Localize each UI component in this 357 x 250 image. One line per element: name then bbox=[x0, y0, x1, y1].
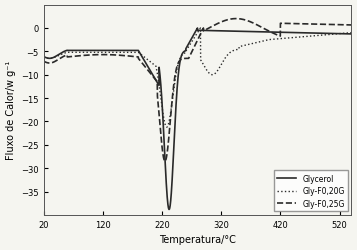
Gly-F0,25G bbox=[160, 142, 164, 145]
Glycerol bbox=[167, 208, 171, 211]
Gly-F0,25G bbox=[173, 74, 177, 78]
Gly-F0,20G bbox=[349, 32, 353, 35]
X-axis label: Temperatura/°C: Temperatura/°C bbox=[159, 234, 236, 244]
Line: Gly-F0,25G: Gly-F0,25G bbox=[44, 20, 351, 162]
Gly-F0,25G bbox=[234, 18, 238, 21]
Gly-F0,20G bbox=[343, 32, 348, 35]
Glycerol bbox=[173, 121, 177, 124]
Gly-F0,25G bbox=[163, 160, 167, 163]
Gly-F0,25G bbox=[343, 24, 348, 27]
Gly-F0,20G bbox=[310, 35, 315, 38]
Line: Gly-F0,20G: Gly-F0,20G bbox=[44, 29, 351, 128]
Glycerol bbox=[349, 33, 353, 36]
Glycerol bbox=[95, 50, 99, 53]
Glycerol bbox=[76, 50, 81, 53]
Gly-F0,20G bbox=[76, 52, 81, 54]
Y-axis label: Fluxo de Calor/w g⁻¹: Fluxo de Calor/w g⁻¹ bbox=[6, 61, 16, 160]
Glycerol bbox=[41, 56, 46, 59]
Gly-F0,20G bbox=[41, 56, 46, 59]
Gly-F0,25G bbox=[95, 54, 99, 57]
Line: Glycerol: Glycerol bbox=[44, 29, 351, 210]
Glycerol bbox=[160, 96, 164, 98]
Gly-F0,25G bbox=[310, 24, 315, 26]
Gly-F0,25G bbox=[41, 60, 46, 64]
Gly-F0,20G bbox=[173, 79, 177, 82]
Gly-F0,25G bbox=[349, 24, 353, 27]
Gly-F0,20G bbox=[165, 126, 169, 129]
Gly-F0,25G bbox=[76, 55, 81, 58]
Legend: Glycerol, Gly-F0,20G, Gly-F0,25G: Glycerol, Gly-F0,20G, Gly-F0,25G bbox=[274, 171, 348, 211]
Glycerol bbox=[310, 32, 315, 35]
Glycerol bbox=[343, 33, 348, 36]
Gly-F0,20G bbox=[95, 52, 99, 54]
Glycerol bbox=[195, 28, 200, 30]
Gly-F0,20G bbox=[198, 28, 202, 30]
Gly-F0,20G bbox=[160, 103, 164, 106]
